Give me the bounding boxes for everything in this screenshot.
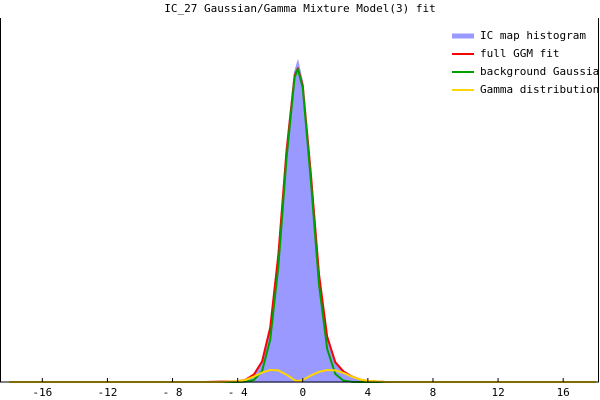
x-tick-label: 8 <box>430 386 437 399</box>
legend-label: IC map histogram <box>480 29 586 42</box>
x-tick-label: 12 <box>491 386 504 399</box>
x-tick-label: - 4 <box>228 386 248 399</box>
x-tick-label: 4 <box>365 386 372 399</box>
legend-label: full GGM fit <box>480 47 559 60</box>
x-tick-label: 16 <box>557 386 570 399</box>
legend-label: background Gaussian <box>480 65 600 78</box>
x-tick-label: 0 <box>299 386 306 399</box>
x-tick-label: - 8 <box>163 386 183 399</box>
x-tick-label: -12 <box>97 386 117 399</box>
x-tick-label: -16 <box>32 386 52 399</box>
legend-label: Gamma distributions <box>480 83 600 96</box>
chart-title: IC_27 Gaussian/Gamma Mixture Model(3) fi… <box>164 2 436 15</box>
